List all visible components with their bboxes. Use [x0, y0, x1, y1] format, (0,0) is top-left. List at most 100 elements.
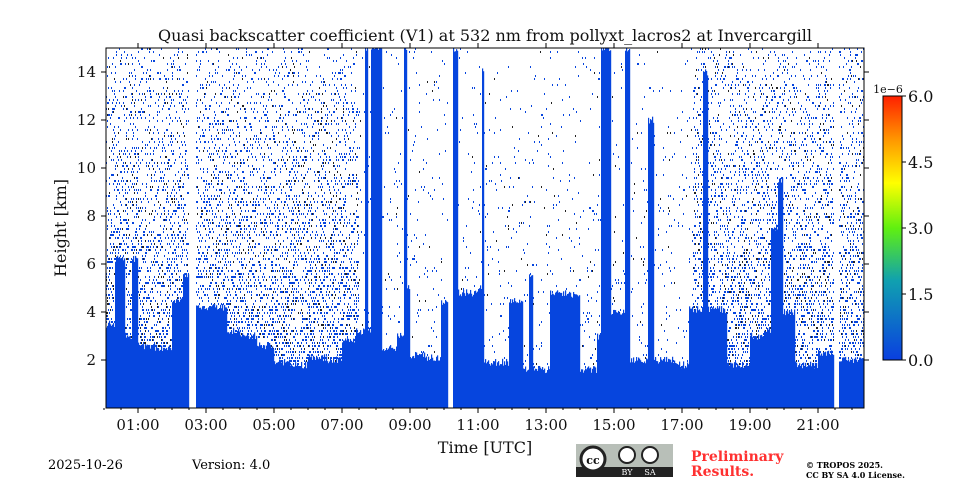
- noise-pixel: [177, 264, 178, 266]
- noise-pixel: [304, 252, 305, 254]
- noise-pixel: [161, 303, 162, 305]
- noise-pixel: [265, 258, 266, 260]
- noise-pixel: [341, 282, 342, 284]
- noise-pixel: [394, 288, 395, 290]
- noise-pixel: [314, 258, 315, 260]
- noise-pixel: [299, 357, 300, 359]
- noise-pixel: [214, 120, 215, 122]
- noise-pixel: [353, 333, 354, 335]
- noise-pixel: [296, 288, 297, 290]
- noise-pixel: [166, 96, 167, 98]
- noise-pixel: [329, 351, 330, 353]
- noise-pixel: [217, 270, 218, 272]
- noise-pixel: [359, 279, 360, 281]
- noise-pixel: [346, 132, 347, 134]
- noise-pixel: [196, 147, 197, 149]
- noise-pixel: [126, 327, 127, 329]
- noise-pixel: [157, 213, 158, 215]
- noise-pixel: [147, 270, 148, 272]
- noise-pixel: [258, 276, 259, 278]
- noise-pixel: [149, 213, 150, 215]
- noise-pixel: [275, 348, 276, 350]
- noise-pixel: [218, 183, 219, 185]
- noise-pixel: [154, 174, 155, 176]
- noise-pixel: [151, 96, 152, 98]
- noise-pixel: [316, 288, 317, 290]
- noise-pixel: [277, 234, 278, 236]
- noise-pixel: [356, 210, 357, 212]
- noise-pixel: [127, 333, 128, 335]
- noise-pixel: [322, 315, 323, 317]
- noise-pixel: [275, 282, 276, 284]
- noise-pixel: [424, 186, 425, 188]
- noise-pixel: [120, 246, 121, 248]
- noise-pixel: [280, 243, 281, 245]
- noise-pixel: [167, 270, 168, 272]
- noise-pixel: [342, 249, 343, 251]
- noise-pixel: [109, 273, 110, 275]
- noise-pixel: [229, 288, 230, 290]
- noise-pixel: [153, 51, 154, 53]
- noise-pixel: [116, 198, 117, 200]
- noise-pixel: [349, 342, 350, 344]
- noise-pixel: [115, 135, 116, 137]
- noise-pixel: [197, 99, 198, 101]
- noise-pixel: [248, 186, 249, 188]
- noise-pixel: [272, 267, 273, 269]
- noise-pixel: [217, 273, 218, 275]
- noise-pixel: [282, 324, 283, 326]
- noise-pixel: [133, 171, 134, 173]
- noise-pixel: [187, 228, 188, 230]
- noise-pixel: [356, 186, 357, 188]
- noise-pixel: [160, 243, 161, 245]
- noise-pixel: [182, 156, 183, 158]
- noise-pixel: [301, 255, 302, 257]
- noise-pixel: [329, 186, 330, 188]
- noise-pixel: [358, 294, 359, 296]
- noise-pixel: [331, 333, 332, 335]
- noise-pixel: [310, 264, 311, 266]
- noise-pixel: [250, 126, 251, 128]
- noise-pixel: [242, 276, 243, 278]
- noise-pixel: [233, 285, 234, 287]
- noise-pixel: [218, 66, 219, 68]
- noise-pixel: [264, 63, 265, 65]
- noise-pixel: [340, 324, 341, 326]
- noise-pixel: [301, 351, 302, 353]
- noise-pixel: [113, 243, 114, 245]
- noise-pixel: [397, 207, 398, 209]
- noise-pixel: [244, 189, 245, 191]
- noise-pixel: [198, 264, 199, 266]
- noise-pixel: [321, 108, 322, 110]
- noise-pixel: [117, 210, 118, 212]
- noise-pixel: [312, 330, 313, 332]
- noise-pixel: [227, 216, 228, 218]
- noise-pixel: [330, 201, 331, 203]
- noise-pixel: [307, 213, 308, 215]
- noise-pixel: [340, 249, 341, 251]
- noise-pixel: [293, 291, 294, 293]
- noise-pixel: [293, 132, 294, 134]
- noise-pixel: [233, 219, 234, 221]
- noise-pixel: [343, 204, 344, 206]
- noise-pixel: [264, 192, 265, 194]
- noise-pixel: [244, 183, 245, 185]
- noise-pixel: [254, 210, 255, 212]
- noise-pixel: [357, 108, 358, 110]
- noise-pixel: [128, 273, 129, 275]
- noise-pixel: [260, 267, 261, 269]
- noise-pixel: [286, 342, 287, 344]
- noise-pixel: [340, 72, 341, 74]
- noise-pixel: [295, 276, 296, 278]
- noise-pixel: [397, 186, 398, 188]
- noise-pixel: [292, 102, 293, 104]
- noise-pixel: [332, 219, 333, 221]
- noise-pixel: [202, 120, 203, 122]
- noise-pixel: [219, 288, 220, 290]
- noise-pixel: [318, 288, 319, 290]
- noise-pixel: [170, 246, 171, 248]
- noise-pixel: [322, 267, 323, 269]
- noise-pixel: [140, 279, 141, 281]
- noise-pixel: [202, 222, 203, 224]
- noise-pixel: [319, 342, 320, 344]
